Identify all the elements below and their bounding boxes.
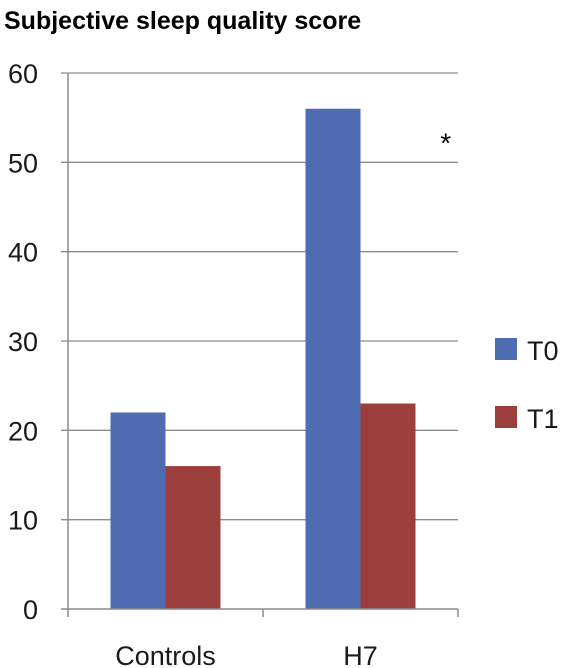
annotations: *	[440, 127, 451, 158]
x-category-label: Controls	[115, 641, 216, 668]
bar-t1-h7	[360, 403, 416, 609]
y-tick-label: 10	[8, 506, 38, 536]
legend: T0 T1	[495, 336, 559, 434]
bar-t0-h7	[305, 108, 361, 609]
bar-t0-controls	[110, 412, 166, 609]
y-tick-label: 50	[8, 148, 38, 178]
y-tick-label: 0	[23, 595, 38, 625]
bar-t1-controls	[165, 466, 221, 609]
legend-swatch-t1	[495, 406, 517, 428]
bars	[110, 108, 416, 609]
x-category-label: H7	[343, 641, 378, 668]
y-tick-label: 30	[8, 327, 38, 357]
legend-swatch-t0	[495, 338, 517, 360]
legend-label-t0: T0	[527, 336, 559, 366]
y-tick-label: 40	[8, 238, 38, 268]
axis-labels: 0 10 20 30 40 50 60 Controls H7	[8, 59, 378, 668]
significance-marker: *	[440, 127, 451, 158]
axes	[61, 73, 459, 617]
y-tick-label: 20	[8, 416, 38, 446]
chart-title: Subjective sleep quality score	[4, 7, 361, 35]
legend-label-t1: T1	[527, 404, 559, 434]
y-tick-label: 60	[8, 59, 38, 89]
